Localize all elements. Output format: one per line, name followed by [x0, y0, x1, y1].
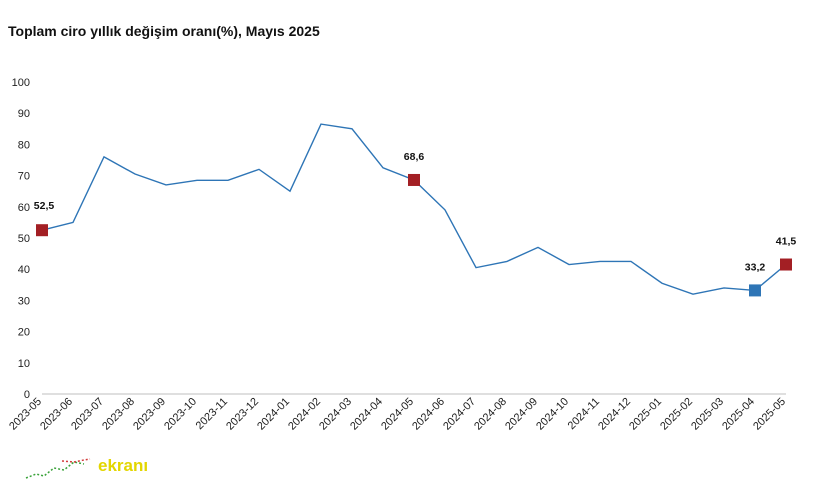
y-tick-label: 40: [18, 264, 30, 276]
highlight-marker: [408, 173, 420, 186]
data-label: 68,6: [404, 151, 425, 163]
x-tick-label: 2024-02: [286, 396, 323, 433]
highlight-markers: [36, 173, 792, 297]
x-tick-label: 2025-05: [751, 396, 788, 433]
watermark-logo: ekranı: [22, 456, 148, 482]
x-tick-label: 2024-08: [472, 396, 509, 433]
x-tick-label: 2023-08: [100, 396, 137, 433]
logo-chart-icon: [25, 458, 91, 479]
x-tick-label: 2024-05: [379, 396, 416, 433]
y-tick-label: 80: [18, 139, 30, 151]
x-tick-label: 2024-09: [503, 396, 540, 433]
y-tick-label: 10: [18, 358, 30, 370]
chart-title: Toplam ciro yıllık değişim oranı(%), May…: [8, 23, 320, 39]
x-tick-label: 2023-06: [38, 396, 75, 433]
x-tick-label: 2024-06: [410, 396, 447, 433]
x-tick-label: 2025-01: [627, 396, 664, 433]
y-tick-label: 70: [18, 171, 30, 183]
data-label: 33,2: [745, 261, 766, 273]
highlight-marker: [780, 258, 792, 271]
y-tick-label: 50: [18, 233, 30, 245]
data-label: 41,5: [776, 236, 797, 248]
x-tick-label: 2023-09: [131, 396, 168, 433]
highlight-marker: [36, 224, 48, 237]
x-tick-label: 2023-07: [69, 396, 106, 433]
x-tick-label: 2024-01: [255, 396, 292, 433]
watermark-text: ekranı: [98, 456, 149, 475]
highlight-marker: [749, 284, 761, 297]
y-tick-label: 90: [18, 108, 30, 120]
x-tick-label: 2023-05: [7, 396, 44, 433]
y-axis: 0 10 20 30 40 50 60 70 80 90 100: [12, 77, 30, 401]
x-tick-label: 2025-02: [658, 396, 695, 433]
x-axis: 2023-052023-062023-072023-082023-092023-…: [7, 396, 788, 433]
x-tick-label: 2023-12: [224, 396, 261, 433]
x-tick-label: 2025-04: [720, 396, 757, 433]
y-tick-label: 100: [12, 77, 30, 89]
x-tick-label: 2024-04: [348, 396, 385, 433]
x-tick-label: 2024-10: [534, 396, 571, 433]
x-tick-label: 2024-12: [596, 396, 633, 433]
x-tick-label: 2024-07: [441, 396, 478, 433]
x-tick-label: 2023-10: [162, 396, 199, 433]
data-labels: 52,5 68,6 33,2 41,5: [34, 151, 797, 273]
data-label: 52,5: [34, 200, 55, 212]
y-tick-label: 60: [18, 202, 30, 214]
x-tick-label: 2023-11: [194, 396, 230, 432]
x-tick-label: 2024-11: [566, 396, 602, 432]
x-tick-label: 2024-03: [317, 396, 354, 433]
x-tick-label: 2025-03: [689, 396, 726, 433]
y-tick-label: 20: [18, 327, 30, 339]
y-tick-label: 0: [24, 389, 30, 401]
y-tick-label: 30: [18, 295, 30, 307]
series-line: [41, 123, 787, 295]
